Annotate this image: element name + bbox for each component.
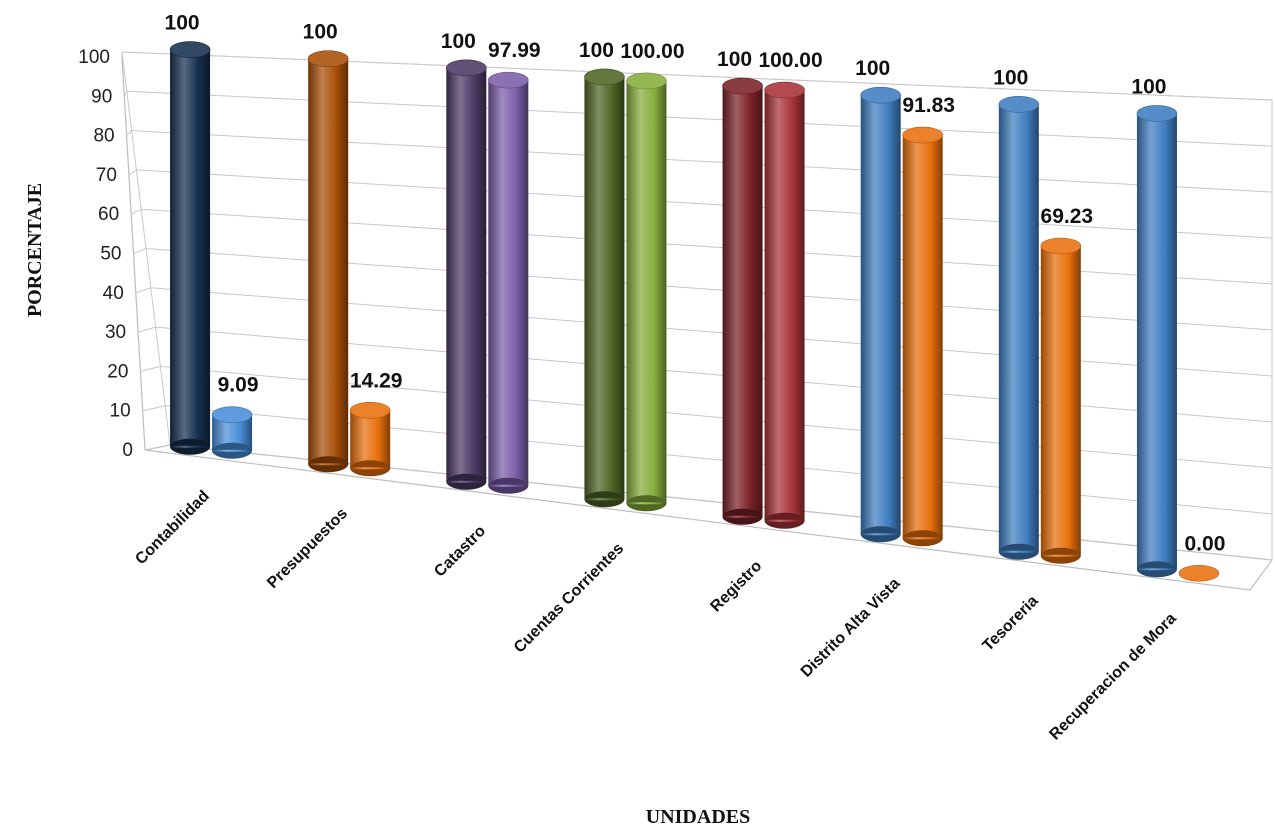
- bar: [1040, 237, 1082, 564]
- bars: [169, 41, 1220, 582]
- y-tick-label: 80: [93, 126, 114, 147]
- x-axis-title: UNIDADES: [646, 806, 750, 828]
- x-tick-label: Recuperacion de Mora: [1046, 610, 1179, 743]
- x-tick-label: Registro: [707, 557, 765, 615]
- gridlines: [121, 51, 1273, 561]
- data-label: 100.00: [620, 40, 684, 63]
- data-label: 100: [1131, 75, 1166, 98]
- gridline: [165, 405, 1273, 515]
- y-tick-label: 30: [105, 322, 126, 343]
- gridline-side: [140, 365, 161, 372]
- data-labels: 100 9.09 100 14.29 100 97.99 100 100.00 100 100.0…: [165, 12, 1226, 556]
- y-tick-label: 50: [100, 244, 121, 265]
- data-label: 100.00: [758, 49, 822, 72]
- gridline: [126, 90, 1273, 147]
- x-tick-label: Distrito Alta Vista: [798, 575, 904, 681]
- gridline-side: [144, 444, 171, 451]
- x-tick-label: Catastro: [431, 522, 489, 580]
- data-label: 97.99: [488, 39, 541, 62]
- data-label: 9.09: [218, 374, 259, 397]
- data-label: 100: [165, 12, 200, 35]
- gridline-side: [142, 405, 166, 412]
- y-axis-title: PORCENTAJE: [24, 183, 46, 317]
- bar: [169, 41, 211, 455]
- bar: [349, 401, 391, 477]
- x-tick-label: Cuentas Corrientes: [511, 540, 627, 656]
- gridline-side: [135, 287, 151, 294]
- gridline: [131, 130, 1273, 193]
- bar: [764, 81, 805, 529]
- bar: [488, 71, 529, 494]
- x-tick-label: Presupuestos: [264, 505, 351, 592]
- x-tick-label: Tesoreria: [980, 592, 1042, 654]
- data-label: 100: [579, 39, 614, 62]
- bar: [1178, 564, 1220, 582]
- y-axis-ticks: 0 10 20 30 40 50 60 70 80 90 100: [78, 47, 133, 461]
- bar: [722, 77, 763, 525]
- y-tick-label: 100: [78, 47, 110, 68]
- back-wall: [121, 51, 1273, 561]
- bar: [446, 59, 487, 490]
- data-label: 100: [855, 57, 890, 80]
- y-tick-label: 10: [110, 401, 131, 422]
- bar: [1136, 105, 1178, 578]
- data-label: 14.29: [350, 369, 403, 392]
- x-tick-label: Contabilidad: [132, 488, 213, 569]
- bar: [902, 126, 943, 547]
- y-tick-label: 40: [103, 283, 124, 304]
- data-label: 91.83: [902, 94, 955, 117]
- gridline: [136, 169, 1273, 239]
- bar: [860, 86, 901, 543]
- gridline-side: [126, 130, 132, 136]
- data-label: 100: [717, 48, 752, 71]
- y-tick-label: 0: [122, 440, 133, 461]
- data-label: 0.00: [1185, 532, 1226, 555]
- bar: [584, 68, 625, 508]
- bar: [626, 72, 667, 512]
- bar: [998, 96, 1040, 560]
- y-tick-label: 90: [91, 86, 112, 107]
- bar: [211, 406, 253, 459]
- gridline-side: [130, 208, 142, 215]
- data-label: 100: [441, 30, 476, 53]
- gridline: [121, 51, 1273, 101]
- data-label: 69.23: [1041, 205, 1094, 228]
- gridline-side: [137, 326, 156, 333]
- bar: [307, 50, 349, 473]
- gridline-side: [133, 248, 147, 254]
- gridline-side: [128, 169, 137, 176]
- data-label: 100: [993, 66, 1028, 89]
- gridline-side: [123, 91, 128, 97]
- y-tick-label: 70: [96, 165, 117, 186]
- y-tick-label: 20: [107, 361, 128, 382]
- data-label: 100: [303, 21, 338, 44]
- y-tick-label: 60: [98, 204, 119, 225]
- chart-walls: [121, 51, 1274, 591]
